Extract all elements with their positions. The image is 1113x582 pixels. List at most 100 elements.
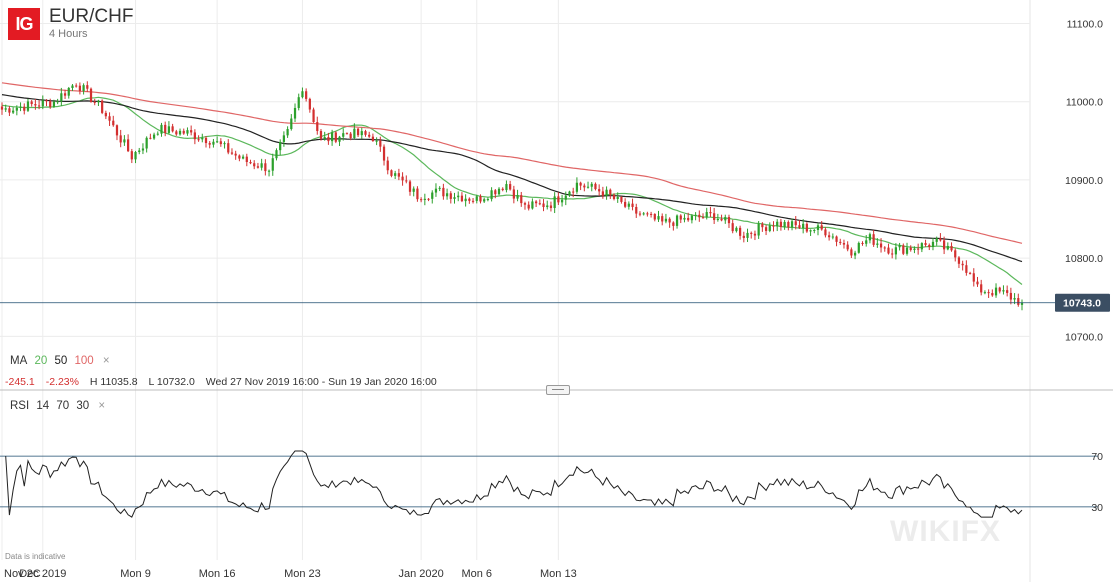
- ma-legend: MA 20 50 100 ×: [10, 355, 114, 367]
- last-price-line: 10743.0: [0, 293, 1110, 312]
- candle-body: [790, 221, 794, 228]
- candle-body: [386, 160, 389, 171]
- candle-body: [590, 183, 593, 187]
- candle-body: [920, 243, 923, 250]
- candle-body: [842, 243, 846, 245]
- rsi-tick-label: 30: [1091, 502, 1103, 514]
- candle-body: [705, 212, 708, 218]
- candle-body: [620, 196, 623, 202]
- candle-body: [928, 244, 931, 248]
- candle-body: [942, 240, 946, 250]
- candle-body: [349, 133, 352, 139]
- candle-body: [987, 292, 990, 294]
- ma50-label: 50: [54, 355, 68, 367]
- candle-body: [538, 203, 541, 205]
- candle-body: [308, 98, 311, 110]
- y-tick-label: 11100.0: [1067, 18, 1104, 30]
- candle-body: [63, 93, 67, 96]
- candle-body: [598, 189, 601, 192]
- candle-body: [824, 229, 827, 236]
- candle-body: [126, 139, 130, 152]
- candle-body: [160, 124, 163, 134]
- ma-line: [1, 94, 1023, 263]
- y-tick-label: 10900.0: [1065, 175, 1103, 187]
- candle-body: [130, 151, 133, 160]
- x-tick-label: Mon 6: [461, 568, 492, 580]
- candle-body: [471, 200, 475, 202]
- candle-body: [876, 243, 879, 245]
- candle-body: [438, 187, 441, 189]
- rsi-label: RSI: [10, 400, 30, 412]
- candle-body: [560, 199, 564, 203]
- candle-body: [720, 218, 723, 221]
- candle-body: [583, 185, 586, 188]
- candle-body: [234, 153, 237, 156]
- candle-body: [649, 213, 653, 215]
- candle-body: [701, 217, 705, 219]
- candle-body: [382, 146, 386, 161]
- candle-body: [249, 162, 252, 164]
- candle-body: [913, 248, 916, 250]
- candle-body: [260, 163, 263, 168]
- low-value: L 10732.0: [148, 376, 195, 388]
- candle-body: [505, 184, 508, 191]
- candle-body: [201, 137, 204, 140]
- date-range: Wed 27 Nov 2019 16:00 - Sun 19 Jan 2020 …: [205, 376, 437, 388]
- candle-body: [115, 125, 119, 136]
- candle-body: [468, 198, 471, 201]
- candle-body: [264, 163, 267, 172]
- candle-body: [241, 156, 245, 159]
- candle-body: [879, 243, 883, 248]
- candle-body: [230, 152, 234, 154]
- candle-body: [479, 196, 482, 202]
- candle-body: [572, 191, 575, 193]
- candle-body: [687, 217, 690, 221]
- candle-body: [805, 223, 808, 232]
- ma-close-icon[interactable]: ×: [102, 355, 110, 367]
- candle-body: [542, 203, 545, 208]
- candle-body: [724, 217, 727, 221]
- candle-body: [516, 195, 519, 199]
- candle-body: [423, 198, 426, 200]
- candle-body: [208, 143, 211, 145]
- candle-body: [783, 221, 786, 227]
- candle-body: [353, 128, 356, 139]
- candle-body: [123, 139, 126, 143]
- candle-body: [627, 203, 630, 207]
- candle-body: [709, 212, 712, 214]
- candle-body: [45, 100, 48, 102]
- candle-body: [816, 225, 820, 230]
- candle-body: [167, 126, 171, 133]
- candle-body: [939, 238, 942, 241]
- candle-body: [957, 257, 961, 264]
- candle-body: [546, 205, 549, 208]
- candle-body: [175, 131, 178, 135]
- candle-body: [342, 133, 345, 137]
- candle-body: [8, 108, 11, 113]
- candle-body: [330, 132, 334, 142]
- candle-body: [416, 188, 419, 200]
- candle-body: [738, 227, 742, 236]
- symbol-title[interactable]: EUR/CHF: [49, 6, 134, 27]
- candle-body: [501, 188, 504, 191]
- candle-body: [119, 135, 122, 143]
- candle-body: [104, 112, 107, 117]
- pane-resize-handle[interactable]: [546, 385, 570, 395]
- candle-body: [653, 213, 656, 220]
- candle-body: [360, 131, 363, 136]
- candle-body: [961, 263, 964, 266]
- candle-body: [345, 133, 349, 135]
- candle-body: [531, 201, 534, 209]
- rsi-close-icon[interactable]: ×: [98, 400, 106, 412]
- candle-body: [197, 139, 200, 141]
- candle-body: [75, 85, 78, 87]
- candle-body: [868, 234, 872, 241]
- candle-body: [182, 130, 185, 134]
- candle-body: [97, 100, 100, 103]
- candle-body: [408, 181, 412, 192]
- candle-body: [809, 230, 812, 232]
- candle-body: [145, 137, 148, 149]
- candle-body: [267, 170, 271, 172]
- price-axis: 10700.0 10800.0 10900.0 11000.0 11100.0: [1065, 18, 1103, 343]
